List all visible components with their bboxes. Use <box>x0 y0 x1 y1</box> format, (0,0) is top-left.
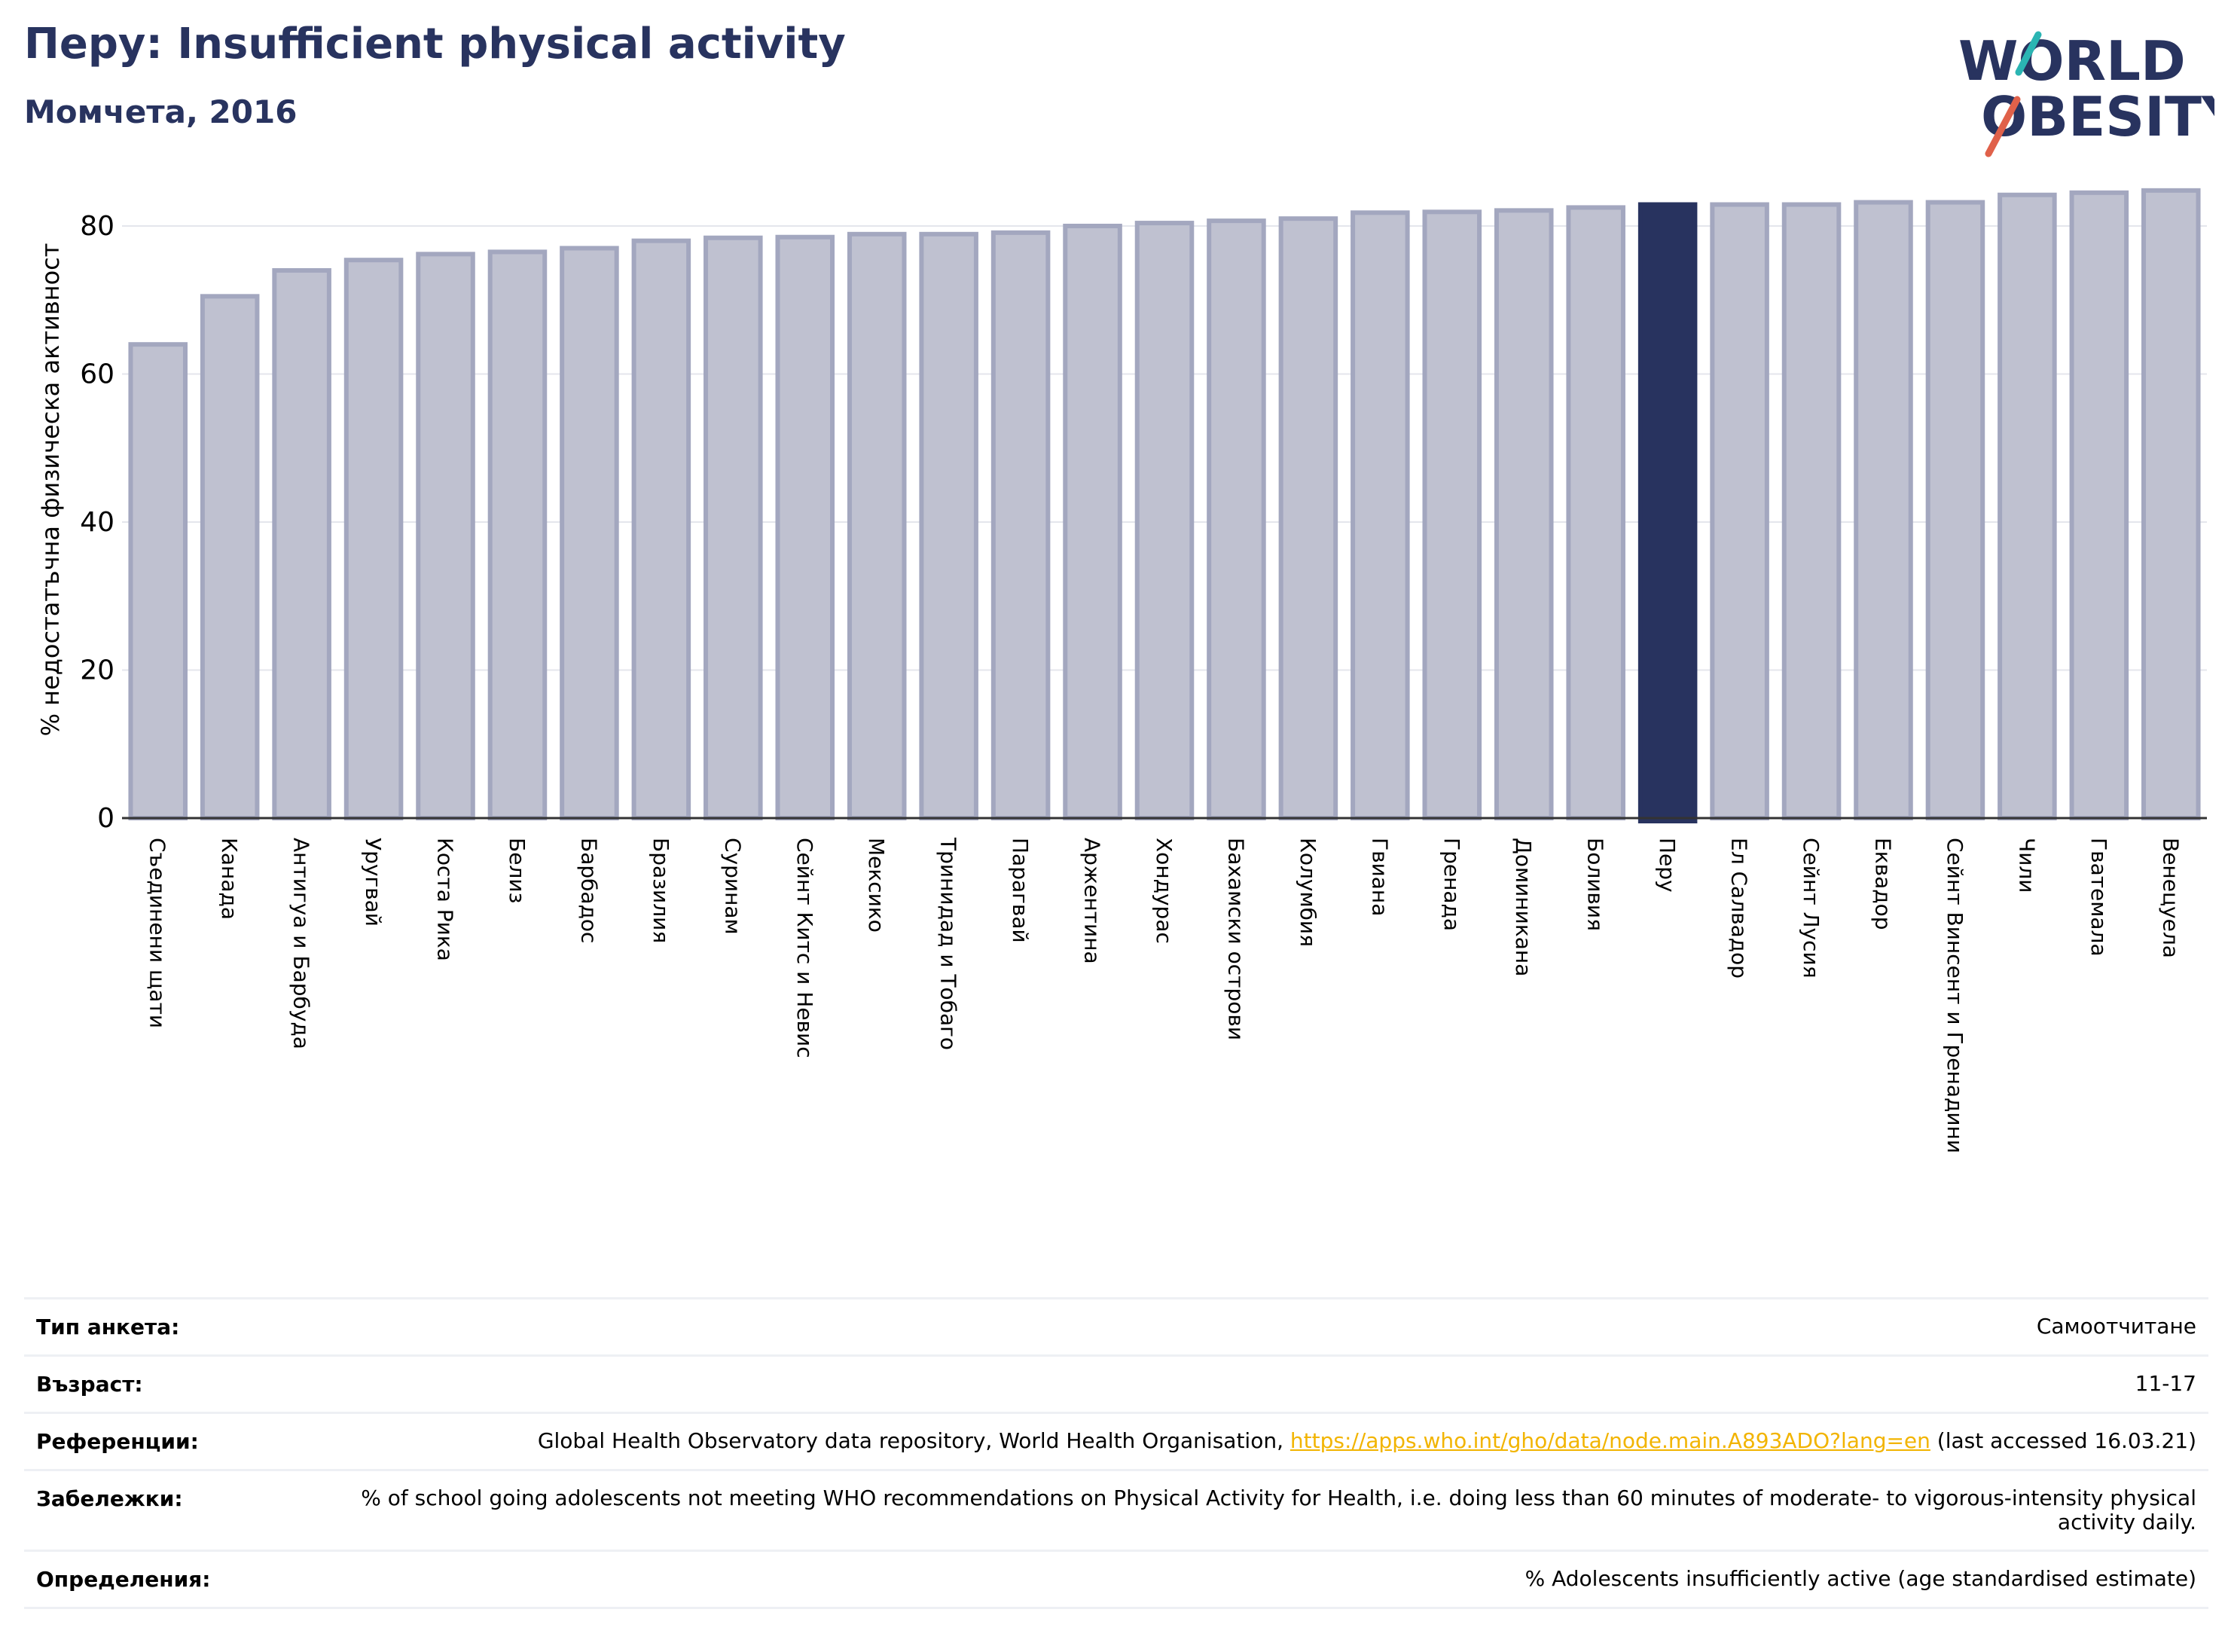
x-tick-label: Уругвай <box>361 838 386 927</box>
bar <box>703 235 763 821</box>
bar <box>560 246 619 821</box>
page-subtitle: Момчета, 2016 <box>24 93 298 130</box>
x-tick-label: Канада <box>217 838 242 920</box>
x-tick-label: Ел Салвадор <box>1727 838 1752 979</box>
bars <box>122 188 2207 823</box>
bar <box>1422 209 1482 820</box>
x-tick-label: Тринидад и Тобаго <box>936 837 961 1050</box>
bar <box>416 252 475 820</box>
logo-line1: WORLD <box>1958 29 2186 93</box>
meta-label: Референции: <box>36 1429 199 1454</box>
x-tick-label: Бахамски острови <box>1223 838 1248 1040</box>
y-tick-label: 40 <box>80 507 114 538</box>
reference-accessed: (last accessed 16.03.21) <box>1930 1428 2196 1453</box>
x-tick-label: Доминикана <box>1511 838 1536 976</box>
meta-value: 11-17 <box>2135 1371 2196 1396</box>
meta-row-age: Възраст: 11-17 <box>24 1354 2208 1412</box>
x-axis-labels: Съединени щати Канада Антигуа и Барбуда Уру… <box>145 837 2184 1153</box>
bar <box>1710 202 1769 820</box>
bar-highlighted <box>1637 202 1698 823</box>
bar <box>1063 224 1122 820</box>
x-tick-label: Гватемала <box>2086 838 2111 957</box>
page-title: Перу: Insufficient physical activity <box>24 20 846 69</box>
bar <box>1134 221 1195 820</box>
meta-row-definitions: Определения: % Adolescents insufficientl… <box>24 1550 2208 1609</box>
bar <box>2069 190 2129 821</box>
x-tick-label: Гвиана <box>1367 838 1392 916</box>
x-tick-label: Съединени щати <box>145 838 170 1028</box>
bar <box>343 258 404 820</box>
bar <box>1998 192 2057 820</box>
x-tick-label: Аржентина <box>1080 838 1105 964</box>
bar <box>487 249 548 820</box>
meta-row-references: Референции: Global Health Observatory da… <box>24 1412 2208 1469</box>
bar <box>1925 200 1985 820</box>
reference-link[interactable]: https://apps.who.int/gho/data/node.main.… <box>1289 1428 1930 1453</box>
x-tick-label: Гренада <box>1439 838 1464 931</box>
x-tick-label: Сейнт Винсент и Гренадини <box>1943 838 1967 1153</box>
y-axis-ticks: 0 20 40 60 80 <box>80 211 114 834</box>
x-tick-label: Боливия <box>1583 838 1608 931</box>
logo-coral-slash <box>1985 96 2021 157</box>
x-tick-label: Колумбия <box>1296 838 1320 947</box>
x-tick-label: Антигуа и Барбуда <box>289 838 314 1049</box>
y-tick-label: 80 <box>80 211 114 242</box>
bar <box>200 294 260 820</box>
x-tick-label: Мексико <box>864 838 889 933</box>
bar <box>1207 218 1266 820</box>
meta-row-survey-type: Тип анкета: Самоотчитане <box>24 1297 2208 1354</box>
bar <box>847 231 907 820</box>
x-tick-label: Белиз <box>505 838 530 903</box>
meta-value: % of school going adolescents not meetin… <box>361 1486 2196 1534</box>
meta-label: Тип анкета: <box>36 1315 180 1339</box>
meta-value: % Adolescents insufficiently active (age… <box>1525 1566 2196 1591</box>
x-tick-label: Бразилия <box>649 838 673 943</box>
x-tick-label: Суринам <box>720 838 745 935</box>
bar <box>128 342 188 820</box>
meta-value: Самоотчитане <box>2036 1314 2196 1339</box>
bar <box>1566 205 1625 820</box>
y-tick-label: 0 <box>97 803 114 834</box>
logo-line2: OBESITY <box>1981 85 2214 148</box>
meta-value: Global Health Observatory data repositor… <box>277 1429 2196 1454</box>
bar <box>1278 216 1338 820</box>
x-tick-label: Перу <box>1655 838 1680 893</box>
bar <box>631 238 691 820</box>
x-tick-label: Барбадос <box>576 838 601 943</box>
x-tick-label: Коста Рика <box>433 838 458 961</box>
metadata-table: Тип анкета: Самоотчитане Възраст: 11-17 … <box>24 1297 2208 1609</box>
x-tick-label: Сейнт Лусия <box>1799 838 1824 979</box>
bar <box>1781 202 1842 820</box>
x-tick-label: Еквадор <box>1870 838 1895 930</box>
bar <box>775 234 835 820</box>
bar <box>1854 200 1913 820</box>
bar <box>1494 208 1554 820</box>
x-tick-label: Сейнт Китс и Невис <box>792 838 817 1058</box>
x-tick-label: Венецуела <box>2158 838 2183 958</box>
y-tick-label: 60 <box>80 359 114 390</box>
bar <box>272 267 331 820</box>
y-tick-label: 20 <box>80 655 114 686</box>
world-obesity-logo: WORLD OBESITY <box>1958 29 2214 157</box>
y-axis-label: % недостатъчна физическа активност <box>36 243 65 737</box>
x-tick-label: Парагвай <box>1008 838 1033 943</box>
bar <box>2141 188 2201 820</box>
meta-label: Възраст: <box>36 1372 143 1397</box>
bar-chart: 0 20 40 60 80 Съединени щати Канада Антигуа и … <box>36 188 2207 1153</box>
meta-label: Забележки: <box>36 1486 183 1511</box>
x-tick-label: Хондурас <box>1152 838 1177 944</box>
bar <box>990 230 1051 820</box>
logo-teal-slash <box>2015 31 2042 76</box>
meta-row-notes: Забележки: % of school going adolescents… <box>24 1469 2208 1550</box>
bar <box>1351 210 1410 820</box>
reference-text: Global Health Observatory data repositor… <box>537 1428 1290 1453</box>
bar <box>919 231 978 820</box>
meta-label: Определения: <box>36 1567 211 1592</box>
x-tick-label: Чили <box>2014 838 2039 893</box>
